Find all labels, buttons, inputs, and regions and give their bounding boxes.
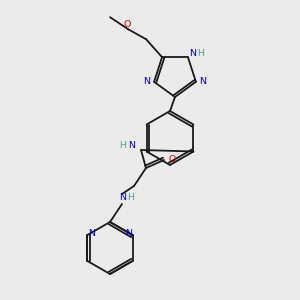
Text: N: N — [128, 140, 136, 149]
Text: N: N — [88, 230, 95, 238]
Text: O: O — [123, 20, 131, 29]
Text: O: O — [168, 155, 176, 164]
Text: N: N — [125, 230, 132, 238]
Text: N: N — [189, 49, 197, 58]
Text: N: N — [200, 77, 206, 86]
Text: H: H — [128, 193, 134, 202]
Text: N: N — [119, 193, 127, 202]
Text: H: H — [119, 140, 127, 149]
Text: N: N — [144, 77, 151, 86]
Text: H: H — [197, 49, 204, 58]
